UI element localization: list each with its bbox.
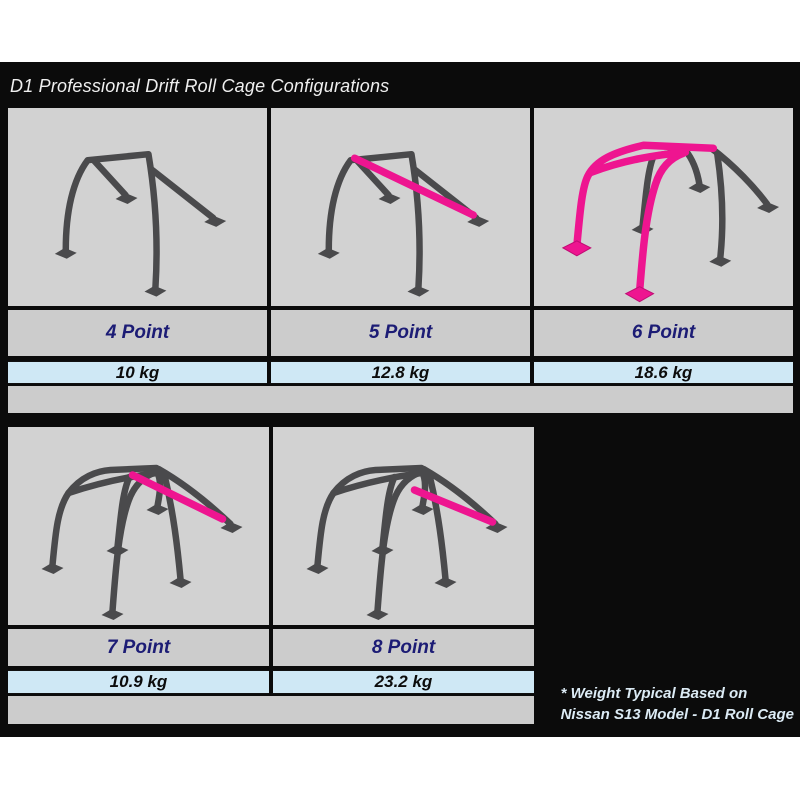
footnote-line1: * Weight Typical Based on (560, 685, 748, 702)
cage-image-row-bottom (8, 427, 534, 625)
config-weight-8-point: 23.2 kg (269, 670, 534, 694)
weight-row-top: 10 kg 12.8 kg 18.6 kg (8, 361, 793, 384)
config-weight-6-point: 18.6 kg (530, 361, 793, 384)
weight-row-bottom: 10.9 kg 23.2 kg (8, 670, 534, 694)
footnote-line2: Nissan S13 Model - D1 Roll Cage (560, 706, 794, 723)
config-table-bottom: 7 Point 8 Point 10.9 kg 23.2 kg (8, 427, 534, 724)
cage-image-row-top (8, 108, 793, 306)
roll-cage-4-point-image (54, 150, 227, 297)
config-weight-4-point: 10 kg (8, 361, 267, 384)
config-label-6-point: 6 Point (530, 310, 793, 356)
roll-cage-8-point-image (306, 464, 508, 620)
cage-panel-4-point (8, 108, 267, 306)
cage-panel-5-point (267, 108, 530, 306)
config-weight-5-point: 12.8 kg (267, 361, 530, 384)
cage-panel-6-point (530, 108, 793, 306)
footer-strip-bottom (8, 696, 534, 724)
config-label-5-point: 5 Point (267, 310, 530, 356)
weight-footnote: * Weight Typical Based on Nissan S13 Mod… (561, 683, 794, 725)
infographic-panel: D1 Professional Drift Roll Cage Configur… (0, 62, 800, 737)
footer-strip-top (8, 386, 793, 413)
roll-cage-6-point-image (561, 141, 780, 303)
page-title: D1 Professional Drift Roll Cage Configur… (10, 76, 390, 96)
roll-cage-5-point-image (317, 150, 490, 297)
label-row-top: 4 Point 5 Point 6 Point (8, 310, 793, 356)
config-weight-7-point: 10.9 kg (8, 670, 269, 694)
config-table-top: 4 Point 5 Point 6 Point 10 kg 12.8 kg 18… (8, 108, 793, 413)
config-label-7-point: 7 Point (8, 629, 269, 666)
config-label-4-point: 4 Point (8, 310, 267, 356)
cage-panel-8-point (269, 427, 534, 625)
roll-cage-7-point-image (41, 464, 243, 620)
label-row-bottom: 7 Point 8 Point (8, 629, 534, 666)
cage-panel-7-point (8, 427, 269, 625)
config-label-8-point: 8 Point (269, 629, 534, 666)
